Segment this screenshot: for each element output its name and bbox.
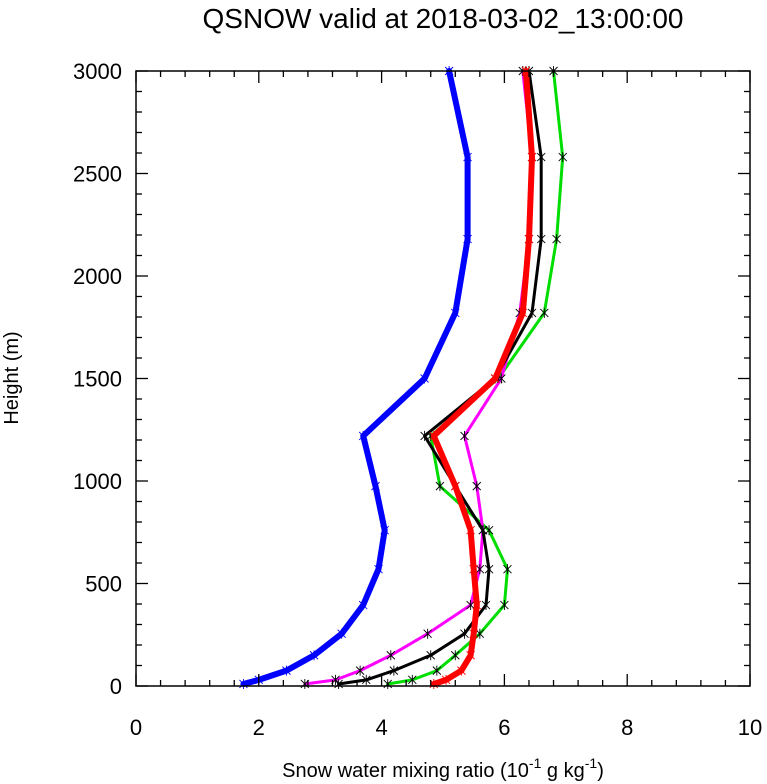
data-point bbox=[475, 564, 485, 575]
data-point bbox=[337, 628, 347, 639]
data-point bbox=[481, 600, 491, 611]
y-tick-label: 3000 bbox=[73, 59, 122, 84]
data-point bbox=[371, 481, 380, 492]
data-point bbox=[503, 564, 512, 575]
y-tick-label: 2500 bbox=[73, 162, 122, 187]
data-point bbox=[536, 152, 546, 163]
data-point bbox=[484, 525, 494, 536]
series-2 bbox=[300, 66, 537, 689]
y-tick-label: 1500 bbox=[73, 367, 122, 392]
data-point bbox=[361, 674, 371, 685]
data-point bbox=[450, 307, 460, 318]
data-point bbox=[466, 600, 475, 611]
data-point bbox=[441, 674, 451, 685]
data-point bbox=[552, 234, 561, 245]
data-point bbox=[469, 564, 479, 575]
data-point bbox=[429, 430, 439, 441]
data-point bbox=[558, 152, 568, 163]
series-layer bbox=[239, 66, 568, 689]
y-tick-label: 500 bbox=[85, 572, 122, 597]
data-point bbox=[463, 152, 472, 163]
data-point bbox=[518, 307, 528, 318]
x-axis-label-exponent-2: -1 bbox=[585, 755, 598, 771]
data-point bbox=[460, 628, 469, 639]
data-point bbox=[423, 628, 432, 639]
plot-frame bbox=[135, 70, 751, 687]
y-tick-label: 2000 bbox=[73, 264, 122, 289]
data-point bbox=[475, 628, 485, 639]
data-point bbox=[490, 373, 500, 384]
data-point bbox=[358, 600, 368, 611]
x-tick-label: 8 bbox=[621, 715, 633, 740]
x-tick-label: 6 bbox=[498, 715, 510, 740]
x-tick-label: 0 bbox=[130, 715, 142, 740]
data-point bbox=[539, 307, 549, 318]
data-point bbox=[527, 307, 537, 318]
y-axis-label: Height (m) bbox=[1, 331, 23, 424]
data-point bbox=[389, 665, 399, 676]
data-point bbox=[472, 481, 482, 492]
data-point bbox=[426, 650, 436, 661]
data-point bbox=[484, 564, 494, 575]
data-point bbox=[432, 665, 442, 676]
x-tick-label: 2 bbox=[253, 715, 265, 740]
data-point bbox=[466, 650, 475, 661]
series-4 bbox=[429, 66, 537, 689]
data-point bbox=[472, 600, 482, 611]
data-point bbox=[420, 430, 429, 441]
x-axis-label-exponent-1: -1 bbox=[529, 755, 542, 771]
data-point bbox=[524, 234, 534, 245]
x-axis-label-start: Snow water mixing ratio (10 bbox=[282, 760, 529, 782]
data-point bbox=[407, 674, 417, 685]
data-point bbox=[309, 650, 319, 661]
chart-title: QSNOW valid at 2018-03-02_13:00:00 bbox=[203, 3, 684, 34]
y-tick-label: 1000 bbox=[73, 469, 122, 494]
x-tick-label: 10 bbox=[738, 715, 762, 740]
data-point bbox=[500, 600, 509, 611]
data-point bbox=[450, 650, 460, 661]
data-point bbox=[450, 481, 460, 492]
data-point bbox=[380, 525, 389, 536]
data-point bbox=[386, 650, 396, 661]
data-point bbox=[374, 564, 383, 575]
series-line bbox=[430, 68, 535, 687]
data-point bbox=[536, 234, 546, 245]
x-axis-label-end: ) bbox=[597, 760, 604, 782]
data-point bbox=[478, 525, 488, 536]
x-axis-label: Snow water mixing ratio (10-1 g kg-1) bbox=[282, 755, 604, 782]
data-point bbox=[527, 152, 537, 163]
data-point bbox=[469, 628, 479, 639]
data-point bbox=[463, 234, 472, 245]
data-point bbox=[420, 373, 429, 384]
series-0 bbox=[239, 66, 472, 689]
x-tick-label: 4 bbox=[375, 715, 387, 740]
data-point bbox=[358, 430, 368, 441]
x-axis-label-middle: g kg bbox=[541, 760, 584, 782]
data-point bbox=[466, 525, 475, 536]
data-point bbox=[460, 430, 469, 441]
y-tick-label: 0 bbox=[110, 674, 122, 699]
series-line bbox=[240, 68, 471, 687]
ticks-layer: 0 2 4 6 8 10 0 500 1000 1500 2000 2500 3000 bbox=[73, 59, 762, 740]
data-point bbox=[435, 481, 445, 492]
data-point bbox=[282, 665, 291, 676]
data-point bbox=[457, 665, 466, 676]
data-point bbox=[355, 665, 365, 676]
